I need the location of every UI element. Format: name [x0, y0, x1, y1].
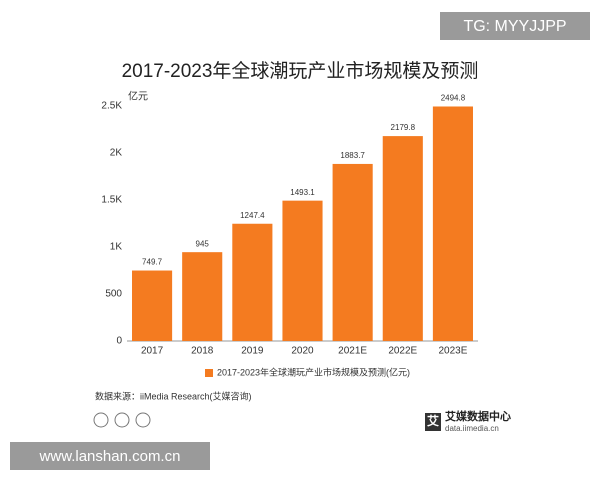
bar [382, 136, 423, 341]
logo-name: 艾媒数据中心 [445, 409, 511, 423]
y-unit: 亿元 [128, 90, 148, 103]
logo-icon-box [425, 413, 441, 431]
bar [332, 163, 373, 341]
y-tick-label: 2K [110, 148, 123, 159]
watermark-box [440, 12, 590, 40]
icon [114, 412, 130, 428]
legend-swatch [205, 369, 213, 377]
value-label: 1247.4 [240, 211, 265, 220]
x-tick-label: 2019 [241, 346, 264, 357]
y-tick-label: 0 [116, 336, 122, 347]
icon [135, 412, 151, 428]
bar [432, 106, 473, 341]
y-tick-label: 500 [105, 289, 122, 300]
x-tick-label: 2017 [141, 346, 164, 357]
value-label: 2494.8 [441, 94, 466, 103]
value-label: 2179.8 [391, 123, 416, 132]
watermark: TG: MYYJJPP [463, 18, 566, 35]
legend-label: 2017-2023年全球潮玩产业市场规模及预测(亿元) [217, 366, 410, 377]
bar [232, 223, 273, 341]
license-icons [93, 412, 151, 428]
source: 数据来源：iiMedia Research(艾媒咨询) [95, 390, 252, 401]
value-label: 1883.7 [340, 151, 365, 160]
bar [182, 252, 223, 341]
value-label: 945 [196, 239, 210, 248]
bar [132, 270, 173, 341]
watermark-box [10, 442, 210, 470]
bar [282, 200, 323, 341]
chart-title: 2017-2023年全球潮玩产业市场规模及预测 [122, 60, 479, 82]
logo-url: data.iimedia.cn [445, 424, 499, 433]
y-tick-label: 2.5K [101, 101, 122, 112]
value-label: 1493.1 [290, 188, 315, 197]
x-tick-label: 2023E [438, 346, 467, 357]
icon [93, 412, 109, 428]
x-tick-label: 2020 [291, 346, 314, 357]
y-tick-label: 1.5K [101, 195, 122, 206]
x-tick-label: 2022E [388, 346, 417, 357]
x-tick-label: 2018 [191, 346, 214, 357]
watermark: www.lanshan.com.cn [39, 448, 181, 465]
y-tick-label: 1K [110, 242, 123, 253]
logo-icon: 艾 [427, 413, 439, 428]
value-label: 749.7 [142, 258, 163, 267]
x-tick-label: 2021E [338, 346, 367, 357]
